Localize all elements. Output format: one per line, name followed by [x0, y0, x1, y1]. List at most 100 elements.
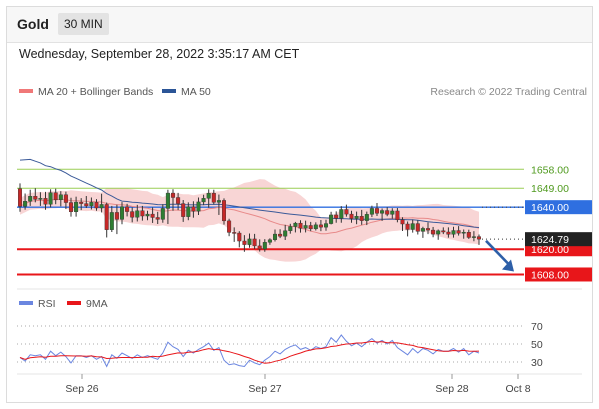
- candle-body: [237, 232, 242, 242]
- candle-body: [329, 214, 334, 224]
- candle-body: [135, 210, 140, 218]
- candle-body: [451, 230, 456, 235]
- candle-body: [94, 202, 99, 209]
- candle-body: [400, 219, 405, 225]
- candle-body: [334, 214, 339, 219]
- rsi-legend-swatch: [19, 301, 33, 305]
- candle-body: [380, 210, 385, 214]
- candle-body: [339, 209, 344, 219]
- candle-body: [201, 198, 206, 203]
- candle-body: [344, 209, 349, 215]
- candle-body: [267, 239, 272, 243]
- candle-body: [375, 208, 380, 214]
- candle-body: [262, 242, 267, 250]
- ma9-legend-swatch: [67, 301, 81, 305]
- candle-body: [18, 188, 23, 207]
- candle-body: [313, 224, 318, 230]
- candle-body: [456, 230, 461, 234]
- level-label-1608.00: 1608.00: [531, 269, 569, 281]
- x-tick-label: Sep 27: [248, 383, 281, 395]
- credit-label: Research © 2022 Trading Central: [430, 86, 587, 98]
- candle-body: [308, 225, 313, 230]
- candle-body: [84, 203, 89, 207]
- candle-body: [324, 223, 329, 228]
- ma9-legend-label: 9MA: [86, 298, 108, 310]
- candle-body: [216, 200, 221, 203]
- candle-body: [125, 206, 130, 212]
- candle-body: [242, 240, 247, 245]
- candle-body: [415, 223, 420, 232]
- timestamp: Wednesday, September 28, 2022 3:35:17 AM…: [19, 47, 300, 61]
- x-tick-label: Oct 8: [505, 383, 530, 395]
- candle-body: [160, 208, 165, 220]
- candle-body: [79, 201, 84, 204]
- candle-body: [288, 226, 293, 231]
- candle-body: [283, 230, 288, 237]
- candle-body: [385, 210, 390, 215]
- candle-body: [170, 192, 175, 198]
- candle-body: [441, 230, 446, 233]
- candle-body: [252, 238, 257, 247]
- instrument-title: Gold: [17, 16, 49, 32]
- rsi-line: [19, 334, 480, 368]
- candle-body: [364, 214, 369, 221]
- level-label-1620.00: 1620.00: [531, 244, 569, 256]
- x-tick-label: Sep 28: [435, 383, 468, 395]
- bollinger-band: [20, 179, 479, 262]
- forecast-arrow-head: [502, 259, 514, 272]
- candle-body: [43, 198, 48, 205]
- candle-body: [420, 228, 425, 232]
- ma20-legend-swatch: [19, 89, 33, 93]
- candle-body: [293, 222, 298, 227]
- candle-body: [33, 196, 38, 200]
- timeframe-badge[interactable]: 30 MIN: [58, 13, 109, 35]
- candle-body: [191, 206, 196, 212]
- candle-body: [298, 222, 303, 229]
- candle-body: [359, 216, 364, 221]
- candle-body: [140, 210, 145, 217]
- forecast-arrow-shaft: [485, 239, 511, 267]
- candle-body: [466, 232, 471, 238]
- candle-body: [28, 196, 33, 202]
- rsi-legend-label: RSI: [38, 298, 56, 310]
- rsi-level-label-70: 70: [531, 321, 543, 333]
- candle-body: [63, 194, 68, 203]
- candle-body: [395, 210, 400, 220]
- candle-body: [349, 213, 354, 219]
- candle-body: [354, 216, 359, 219]
- level-label-1649.00: 1649.00: [531, 183, 569, 195]
- candle-body: [431, 229, 436, 235]
- ma50-legend-swatch: [162, 89, 176, 93]
- level-tag-1640.00: [525, 200, 592, 215]
- rsi-level-label-50: 50: [531, 339, 543, 351]
- candle-body: [68, 202, 73, 213]
- candle-body: [232, 232, 237, 234]
- candle-body: [150, 213, 155, 218]
- candle-body: [104, 204, 109, 230]
- ma9-line: [19, 340, 480, 364]
- candle-body: [99, 204, 104, 209]
- candle-body: [38, 198, 43, 200]
- candle-body: [176, 197, 181, 204]
- x-tick-label: Sep 26: [65, 383, 98, 395]
- last-price-tag: [525, 232, 592, 247]
- candle-body: [227, 220, 232, 233]
- candle-body: [53, 192, 58, 201]
- candle-body: [247, 238, 252, 245]
- candle-body: [74, 201, 79, 213]
- candle-body: [114, 212, 119, 220]
- candle-body: [119, 206, 124, 220]
- ma20-legend-label: MA 20 + Bollinger Bands: [38, 86, 153, 98]
- candle-body: [130, 211, 135, 218]
- candle-body: [58, 194, 63, 201]
- candle-body: [89, 202, 94, 207]
- candle-body: [318, 224, 323, 228]
- candle-body: [48, 192, 53, 205]
- title-bar: Gold 30 MIN: [7, 7, 592, 43]
- candle-body: [471, 236, 476, 238]
- candle-body: [211, 193, 216, 203]
- candle-body: [145, 213, 150, 217]
- candle-body: [410, 223, 415, 230]
- candle-body: [109, 212, 114, 230]
